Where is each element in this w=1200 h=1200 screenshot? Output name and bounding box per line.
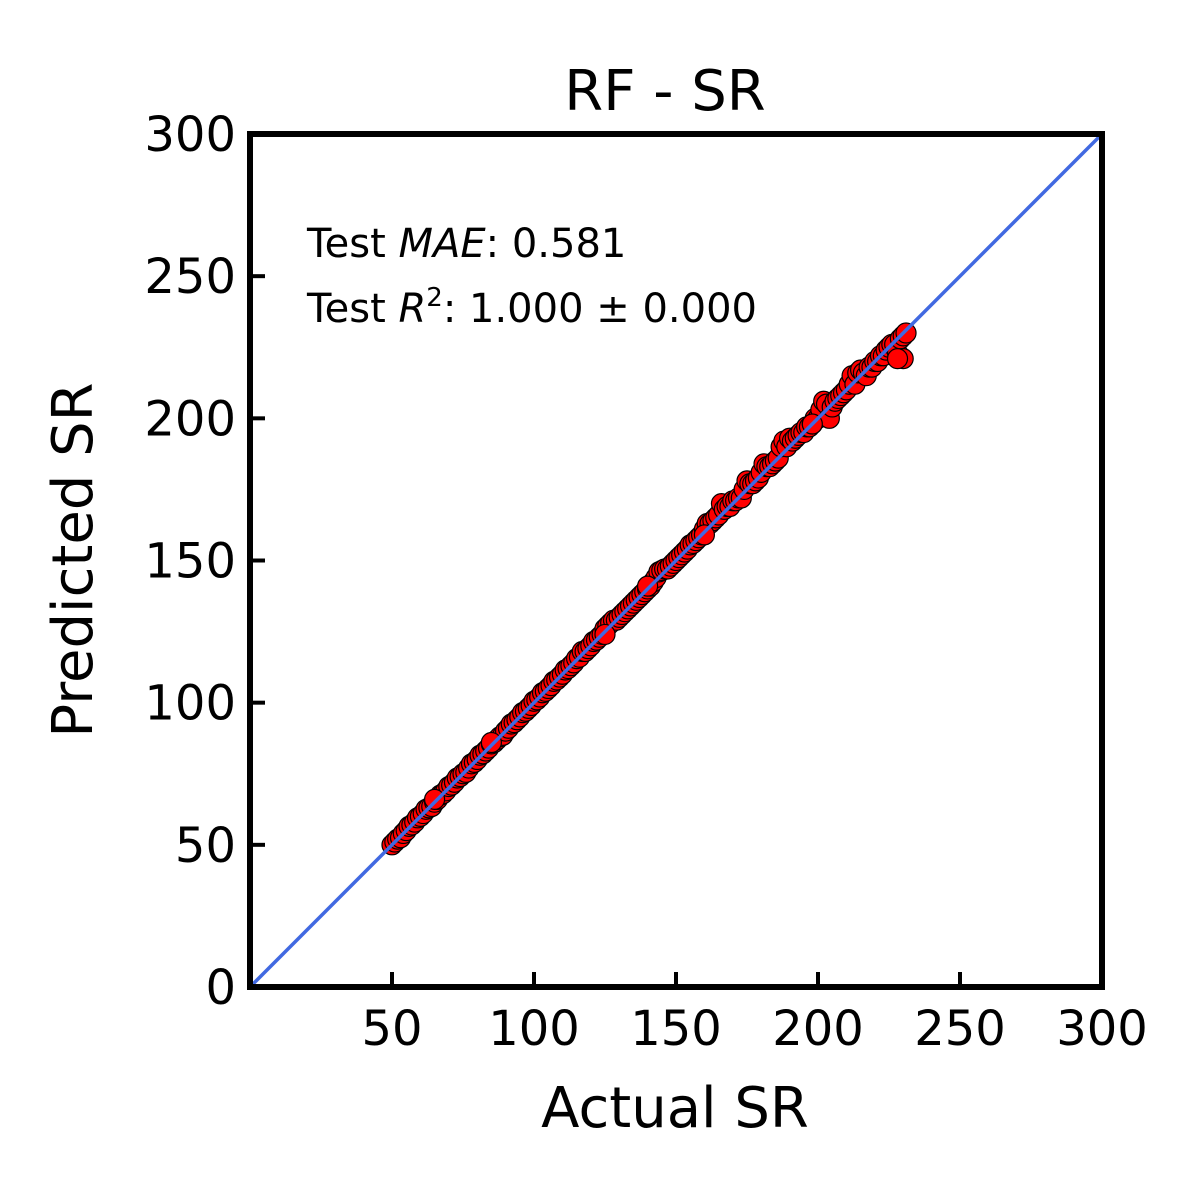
annotation-r2-metric: R (398, 286, 426, 332)
annotation-test-r2: Test R2: 1.000 ± 0.000 (306, 283, 757, 332)
chart-title: RF - SR (564, 59, 765, 124)
data-point (594, 623, 616, 646)
annotation-mae-prefix: Test (306, 221, 398, 267)
data-point (886, 348, 909, 370)
x-axis-title: Actual SR (541, 1076, 809, 1141)
x-tick-label: 100 (488, 1001, 580, 1057)
x-tick-label: 300 (1056, 1001, 1148, 1057)
annotation-test-mae: Test MAE: 0.581 (306, 221, 626, 267)
x-tick-label: 200 (772, 1001, 864, 1057)
y-axis-title: Predicted SR (41, 382, 106, 737)
axis-ticks: 50 100 150 200 250 300 0 50 100 150 200 250 300 (144, 107, 1147, 1057)
y-tick-label: 150 (144, 534, 236, 590)
x-tick-label: 250 (914, 1001, 1006, 1057)
x-tick-label: 50 (361, 1001, 422, 1057)
annotation-r2-value: : 1.000 ± 0.000 (443, 286, 757, 332)
annotation-mae-metric: MAE (398, 221, 486, 267)
data-point (693, 524, 716, 546)
annotation-r2-prefix: Test (306, 286, 398, 332)
y-tick-label: 50 (175, 818, 236, 874)
x-tick-label: 150 (630, 1001, 722, 1057)
y-tick-label: 200 (144, 391, 236, 447)
y-tick-label: 250 (144, 249, 236, 305)
annotation-r2-power: 2 (426, 283, 443, 313)
y-tick-label: 300 (144, 107, 236, 163)
y-tick-label: 100 (144, 676, 236, 732)
identity-reference-line (248, 132, 1104, 989)
data-point (424, 788, 446, 810)
y-tick-label: 0 (205, 960, 236, 1016)
data-point (480, 731, 502, 754)
data-point (636, 575, 659, 597)
annotation-mae-value: : 0.581 (486, 221, 627, 267)
data-point (895, 322, 917, 344)
